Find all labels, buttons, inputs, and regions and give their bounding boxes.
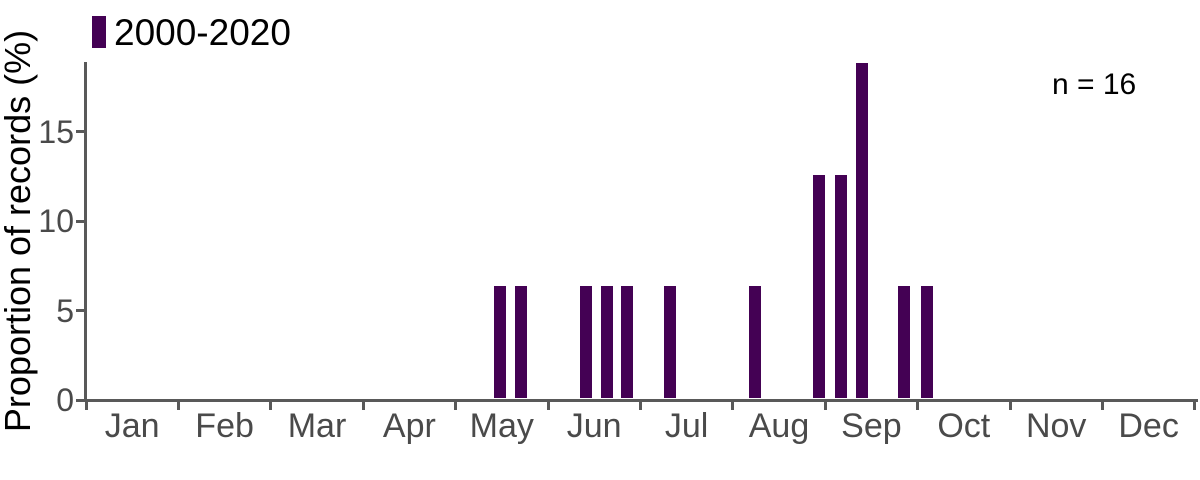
x-axis-tick	[1008, 402, 1012, 410]
x-axis-tick	[546, 402, 550, 410]
x-axis-tick	[269, 402, 273, 410]
y-tick-label-15: 15	[38, 113, 74, 150]
x-axis-tick	[454, 402, 458, 410]
sample-size-annotation: n = 16	[1052, 68, 1137, 101]
bar	[621, 286, 634, 398]
bar	[663, 286, 676, 398]
bar	[834, 174, 847, 398]
x-tick-label-aug: Aug	[748, 407, 810, 445]
y-tick-label-10: 10	[38, 203, 74, 240]
y-axis-tick	[76, 130, 84, 134]
bar	[920, 286, 933, 398]
bar	[812, 174, 825, 398]
y-axis-tick	[76, 309, 84, 313]
y-axis-line	[84, 62, 87, 402]
x-tick-label-may: May	[469, 407, 534, 445]
y-tick-label-5: 5	[56, 292, 74, 329]
x-axis-tick	[361, 402, 365, 410]
bar	[515, 286, 528, 398]
legend-swatch	[92, 16, 106, 48]
bar	[493, 286, 506, 398]
legend: 2000-2020	[92, 12, 291, 52]
legend-label: 2000-2020	[114, 11, 291, 53]
x-tick-label-mar: Mar	[287, 407, 347, 445]
x-axis-tick	[638, 402, 642, 410]
x-tick-label-jul: Jul	[664, 407, 709, 445]
x-tick-label-sep: Sep	[841, 407, 902, 445]
x-axis-tick	[731, 402, 735, 410]
y-axis-tick	[76, 219, 84, 223]
bar	[856, 62, 869, 398]
x-tick-label-feb: Feb	[195, 407, 254, 445]
x-tick-label-jan: Jan	[104, 407, 160, 445]
x-axis-tick	[823, 402, 827, 410]
x-tick-label-dec: Dec	[1118, 407, 1179, 445]
x-tick-label-apr: Apr	[382, 407, 436, 445]
bar	[601, 286, 614, 398]
x-axis-line	[84, 399, 1198, 402]
x-axis-tick	[84, 402, 88, 410]
x-axis-tick	[176, 402, 180, 410]
x-tick-label-oct: Oct	[937, 407, 991, 445]
x-tick-label-jun: Jun	[566, 407, 622, 445]
x-tick-label-nov: Nov	[1025, 407, 1087, 445]
bar	[897, 286, 910, 398]
x-axis-tick	[916, 402, 920, 410]
x-axis-tick	[1100, 402, 1104, 410]
x-axis-tick	[1193, 402, 1197, 410]
y-tick-label-0: 0	[56, 382, 74, 418]
y-axis-tick	[76, 398, 84, 402]
bar	[579, 286, 592, 398]
bar	[748, 286, 761, 398]
